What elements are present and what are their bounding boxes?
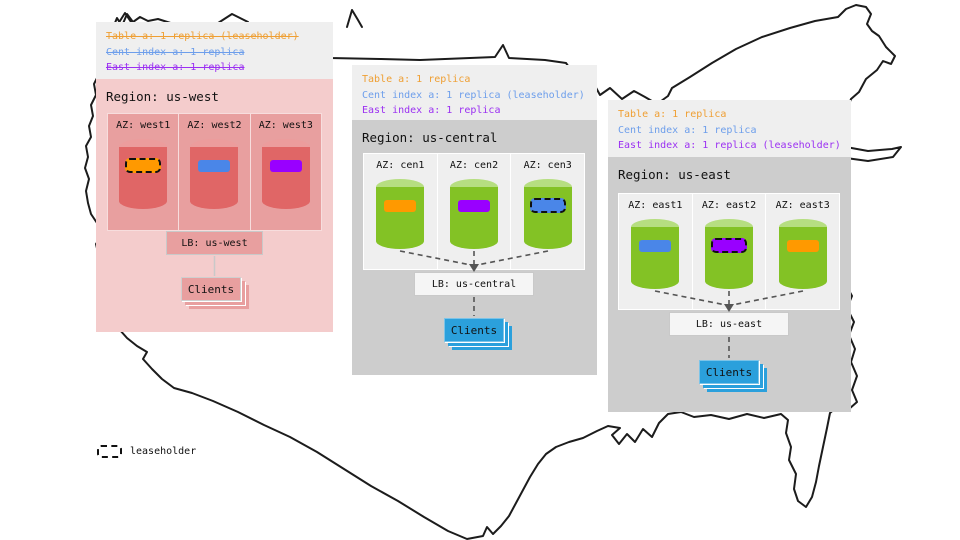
az-label: AZ: east1	[628, 200, 683, 211]
replica-chip	[384, 200, 417, 212]
region-title: Region: us-east	[618, 167, 731, 182]
az-panel-east3: AZ: east3	[765, 194, 839, 309]
load-balancer-box: LB: us-east	[669, 312, 789, 336]
az-label: AZ: east2	[701, 200, 757, 211]
database-cylinder	[705, 219, 753, 289]
cylinder-body	[450, 187, 498, 249]
replica-annotation-box-central: Table a: 1 replica Cent index a: 1 repli…	[352, 65, 597, 120]
az-panel-west2: AZ: west2	[178, 114, 249, 230]
database-cylinder	[119, 139, 168, 209]
load-balancer-box: LB: us-west	[166, 231, 263, 255]
database-cylinder	[631, 219, 680, 289]
annotation-table-a: Table a: 1 replica	[618, 109, 727, 120]
database-cylinder	[190, 139, 239, 209]
database-cylinder	[450, 179, 498, 249]
load-balancer-box: LB: us-central	[414, 272, 534, 296]
legend-label: leaseholder	[130, 446, 197, 457]
clients-box: Clients	[444, 318, 504, 342]
annotation-cent-index: Cent index a: 1 replica	[106, 46, 245, 58]
region-title: Region: us-central	[362, 130, 498, 145]
leaseholder-dashed-box-icon	[97, 445, 122, 458]
az-label: AZ: west1	[116, 120, 171, 131]
replica-annotation-box-east: Table a: 1 replica Cent index a: 1 repli…	[608, 100, 851, 157]
cylinder-body	[119, 147, 168, 209]
leaseholder-replica-chip	[711, 238, 747, 253]
cylinder-body	[376, 187, 425, 249]
az-band: AZ: east1 AZ: east2 AZ: east3	[618, 193, 840, 310]
cylinder-body	[523, 187, 572, 249]
clients-box: Clients	[181, 277, 241, 301]
database-cylinder	[778, 219, 827, 289]
az-label: AZ: cen3	[523, 160, 572, 171]
az-band: AZ: west1 AZ: west2 AZ: west3	[107, 113, 322, 231]
az-label: AZ: east3	[775, 200, 830, 211]
cylinder-body	[705, 227, 753, 289]
region-group-us-east: Table a: 1 replica Cent index a: 1 repli…	[608, 100, 851, 412]
replica-annotation-box-west: Table a: 1 replica (leaseholder) Cent in…	[96, 22, 333, 79]
replica-chip	[786, 240, 819, 252]
cylinder-body	[631, 227, 680, 289]
annotation-east-index: East index a: 1 replica	[106, 62, 245, 73]
leaseholder-replica-chip	[529, 198, 566, 213]
annotation-east-index: East index a: 1 replica (leaseholder)	[618, 140, 841, 151]
clients-box: Clients	[699, 360, 759, 384]
map-squiggle-3	[346, 9, 363, 28]
database-cylinder	[523, 179, 572, 249]
leaseholder-legend: leaseholder	[97, 445, 196, 458]
replica-chip	[198, 160, 231, 172]
annotation-east-index: East index a: 1 replica	[362, 105, 501, 116]
region-box-us-central: Region: us-central AZ: cen1 AZ: cen2	[352, 120, 597, 375]
region-box-us-east: Region: us-east AZ: east1 AZ: east2	[608, 157, 851, 412]
annotation-cent-index: Cent index a: 1 replica	[618, 124, 757, 136]
annotation-table-a: Table a: 1 replica	[362, 74, 471, 85]
region-group-us-west: Table a: 1 replica (leaseholder) Cent in…	[96, 22, 333, 332]
az-panel-cen2: AZ: cen2	[436, 154, 511, 269]
database-cylinder	[376, 179, 425, 249]
az-panel-east1: AZ: east1	[619, 194, 692, 309]
replica-chip	[458, 200, 490, 212]
replica-chip	[639, 240, 672, 252]
az-panel-west1: AZ: west1	[108, 114, 178, 230]
az-panel-west3: AZ: west3	[249, 114, 321, 230]
cylinder-body	[190, 147, 239, 209]
az-label: AZ: west3	[258, 120, 313, 131]
annotation-cent-index: Cent index a: 1 replica (leaseholder)	[362, 89, 585, 101]
cylinder-body	[778, 227, 827, 289]
region-group-us-central: Table a: 1 replica Cent index a: 1 repli…	[352, 65, 597, 375]
region-box-us-west: Region: us-west AZ: west1 AZ: west2	[96, 79, 333, 332]
cylinder-body	[261, 147, 310, 209]
az-panel-east2: AZ: east2	[691, 194, 766, 309]
az-label: AZ: cen1	[376, 160, 425, 171]
az-label: AZ: west2	[187, 120, 242, 131]
az-panel-cen1: AZ: cen1	[364, 154, 437, 269]
leaseholder-replica-chip	[125, 158, 162, 173]
az-band: AZ: cen1 AZ: cen2 AZ: cen3	[363, 153, 585, 270]
region-title: Region: us-west	[106, 89, 219, 104]
az-label: AZ: cen2	[449, 160, 499, 171]
az-panel-cen3: AZ: cen3	[510, 154, 584, 269]
database-cylinder	[261, 139, 310, 209]
replica-chip	[269, 160, 302, 172]
annotation-table-a: Table a: 1 replica (leaseholder)	[106, 31, 299, 42]
